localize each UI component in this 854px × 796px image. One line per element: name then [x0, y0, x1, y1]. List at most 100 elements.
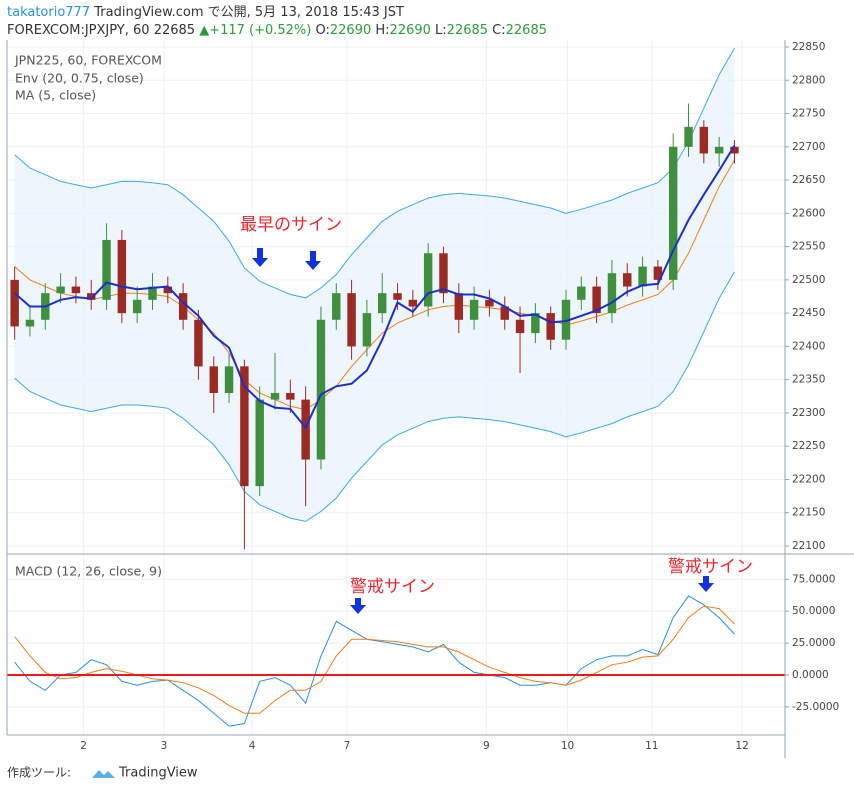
x-tick-label: 12 [735, 740, 748, 752]
candle-body [439, 253, 448, 294]
candle-body [362, 313, 372, 347]
candle-body [469, 299, 479, 320]
candle-body [270, 392, 280, 400]
candle-body [240, 366, 249, 487]
h-label: H: [375, 23, 389, 38]
candle-body [730, 146, 739, 154]
author[interactable]: takatorio777 [7, 5, 90, 20]
y-tick-label: 22500 [792, 274, 825, 286]
candle-body [56, 286, 65, 294]
candle-body [71, 286, 81, 294]
logo[interactable] [92, 770, 115, 778]
candle-body [699, 126, 709, 154]
published: TradingView.com で公開, 5月 13, 2018 15:43 J… [93, 5, 404, 20]
candle-body [286, 392, 295, 400]
envelope-lower [14, 271, 735, 522]
candle-body [378, 293, 387, 314]
candle-body [668, 146, 678, 280]
y-tick-label: 22250 [792, 440, 825, 452]
annotation: 警戒サイン [668, 557, 753, 577]
candle-body [592, 286, 601, 314]
x-tick-label: 2 [80, 740, 87, 752]
candle-body [347, 293, 356, 347]
l-label: L: [435, 23, 447, 38]
macd-line [14, 605, 735, 714]
x-tick-label: 3 [161, 740, 168, 752]
y-tick-label: 22450 [792, 307, 825, 319]
y-tick-label: 25.0000 [792, 637, 835, 649]
macd-title: MACD (12, 26, close, 9) [15, 564, 162, 579]
candle-body [117, 239, 127, 314]
candle-body [623, 273, 632, 287]
candle-body [178, 293, 188, 320]
annotation: 警戒サイン [350, 577, 435, 597]
y-tick-label: 22400 [792, 340, 825, 352]
candle-body [224, 366, 234, 393]
candle-body [423, 253, 433, 307]
candle-body [500, 306, 509, 320]
candle-body [408, 299, 418, 307]
candle-body [194, 319, 203, 367]
ma-line [14, 144, 736, 430]
o-label: O: [316, 23, 330, 38]
candle-body [209, 366, 218, 393]
header-line-2: FOREXCOM:JPXJPY, 60 22685 ▲+117 (+0.52%)… [7, 23, 547, 38]
candle-body [393, 293, 402, 300]
candle-body [10, 279, 19, 327]
y-tick-label: 75.0000 [792, 573, 835, 585]
x-tick-label: 11 [645, 740, 658, 752]
annotation: 最早のサイン [240, 215, 342, 235]
macd-line [14, 595, 735, 727]
change: ▲+117 (+0.52%) [199, 23, 311, 38]
candle-body [546, 313, 555, 340]
y-tick-label: 22700 [792, 141, 825, 153]
candle-body [638, 266, 647, 287]
y-tick-label: 22150 [792, 507, 825, 519]
candle-body [531, 313, 540, 334]
y-tick-label: 22300 [792, 407, 825, 419]
footer-made: 作成ツール: [7, 766, 71, 780]
ma-legend: MA (5, close) [15, 88, 96, 103]
x-tick-label: 4 [249, 740, 256, 752]
y-tick-label: 22850 [792, 41, 825, 53]
y-tick-label: 22100 [792, 540, 825, 552]
candle-body [653, 266, 663, 280]
candle-body [561, 299, 571, 340]
candle-body [301, 399, 310, 460]
last: 22685 [154, 23, 195, 38]
y-tick-label: 22750 [792, 108, 825, 120]
arrows [252, 248, 714, 614]
x-tick-label: 7 [344, 740, 351, 752]
c-value: 22685 [506, 23, 547, 38]
y-tick-label: 22650 [792, 174, 825, 186]
candle-body [332, 293, 341, 320]
l-value: 22685 [447, 23, 488, 38]
c-label: C: [492, 23, 505, 38]
candle-body [485, 299, 494, 307]
candle-body [102, 239, 111, 300]
candle-body [577, 286, 586, 300]
y-tick-label: 22800 [792, 74, 825, 86]
candle-body [515, 319, 525, 334]
y-tick-label: 22600 [792, 207, 825, 219]
env-legend: Env (20, 0.75, close) [15, 71, 144, 86]
candle-body [87, 293, 96, 300]
y-tick-label: 50.0000 [792, 605, 835, 617]
candle-body [684, 126, 693, 147]
candle-body [316, 319, 326, 460]
candle-body [148, 286, 157, 300]
pane-title: JPN225, 60, FOREXCOM [14, 53, 162, 68]
symbol: FOREXCOM:JPXJPY, 60 [7, 23, 150, 38]
candle-body [255, 399, 264, 487]
y-tick-label: -25.0000 [792, 701, 839, 713]
y-tick-label: 22550 [792, 241, 825, 253]
y-tick-label: 22350 [792, 374, 825, 386]
candle-body [132, 299, 142, 314]
candle-body [163, 286, 173, 294]
y-tick-label: 0.0000 [792, 669, 829, 681]
footer-brand[interactable]: TradingView [118, 766, 198, 781]
header-line-1: takatorio777 TradingView.com で公開, 5月 13,… [7, 5, 404, 20]
candle-body [714, 146, 724, 154]
